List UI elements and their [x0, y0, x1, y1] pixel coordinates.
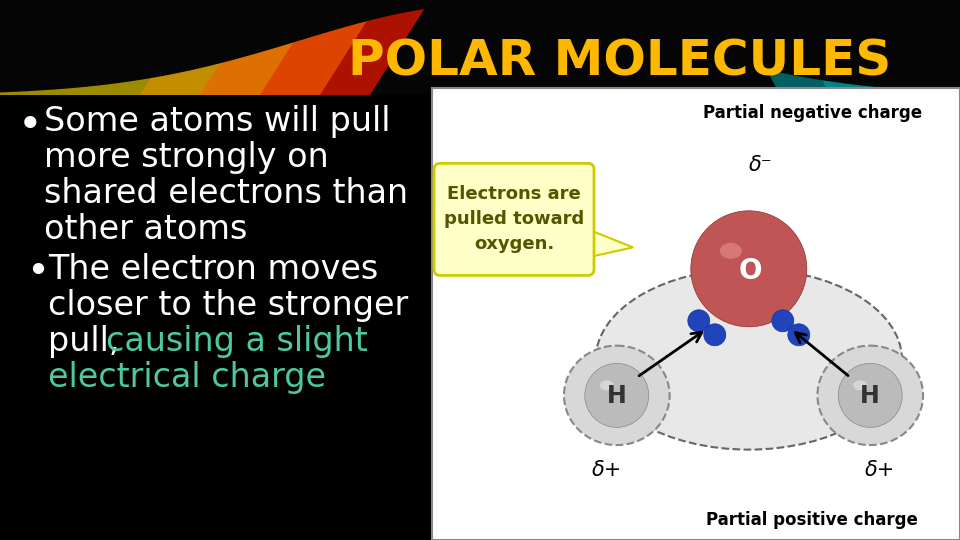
Text: closer to the stronger: closer to the stronger: [48, 289, 408, 322]
Text: other atoms: other atoms: [44, 213, 248, 246]
Circle shape: [697, 217, 799, 318]
Text: δ+: δ+: [591, 460, 622, 480]
Text: H: H: [607, 384, 627, 408]
Text: Partial negative charge: Partial negative charge: [703, 104, 922, 122]
Text: Electrons are
pulled toward
oxygen.: Electrons are pulled toward oxygen.: [444, 185, 584, 253]
Text: shared electrons than: shared electrons than: [44, 177, 408, 210]
Circle shape: [708, 228, 781, 301]
Text: Partial positive charge: Partial positive charge: [707, 511, 918, 529]
Circle shape: [703, 222, 790, 310]
Text: POLAR MOLECULES: POLAR MOLECULES: [348, 38, 892, 86]
Text: more strongly on: more strongly on: [44, 141, 328, 174]
Circle shape: [704, 324, 726, 346]
Circle shape: [714, 234, 773, 293]
Text: •: •: [26, 253, 49, 291]
Ellipse shape: [720, 243, 742, 259]
Text: causing a slight: causing a slight: [106, 325, 368, 358]
Text: •: •: [18, 105, 42, 147]
Circle shape: [727, 246, 756, 275]
Text: pull,: pull,: [48, 325, 131, 358]
Text: electrical charge: electrical charge: [48, 361, 326, 394]
Circle shape: [691, 211, 806, 327]
Text: H: H: [860, 384, 880, 408]
FancyBboxPatch shape: [434, 164, 594, 275]
Text: Some atoms will pull: Some atoms will pull: [44, 105, 391, 138]
Ellipse shape: [595, 269, 901, 450]
Text: The electron moves: The electron moves: [48, 253, 378, 286]
Polygon shape: [730, 0, 960, 95]
Circle shape: [721, 240, 764, 284]
Polygon shape: [0, 0, 960, 92]
Circle shape: [772, 310, 794, 332]
Polygon shape: [0, 0, 380, 95]
Polygon shape: [588, 230, 633, 258]
Circle shape: [838, 363, 902, 427]
Polygon shape: [0, 0, 430, 95]
Circle shape: [585, 363, 649, 427]
Circle shape: [732, 252, 747, 267]
Polygon shape: [830, 0, 960, 95]
Polygon shape: [880, 0, 960, 95]
Bar: [432, 88, 960, 540]
Polygon shape: [780, 0, 960, 95]
Polygon shape: [0, 0, 200, 95]
Circle shape: [691, 211, 806, 327]
Ellipse shape: [853, 380, 867, 390]
Circle shape: [788, 324, 810, 346]
Circle shape: [687, 310, 709, 332]
Text: O: O: [739, 257, 762, 285]
Ellipse shape: [818, 346, 923, 445]
Bar: [0, 0, 960, 95]
Polygon shape: [0, 0, 320, 95]
Polygon shape: [0, 0, 260, 95]
Text: δ⁻: δ⁻: [749, 155, 773, 175]
Ellipse shape: [564, 346, 669, 445]
Text: δ+: δ+: [865, 460, 896, 480]
Ellipse shape: [600, 380, 613, 390]
